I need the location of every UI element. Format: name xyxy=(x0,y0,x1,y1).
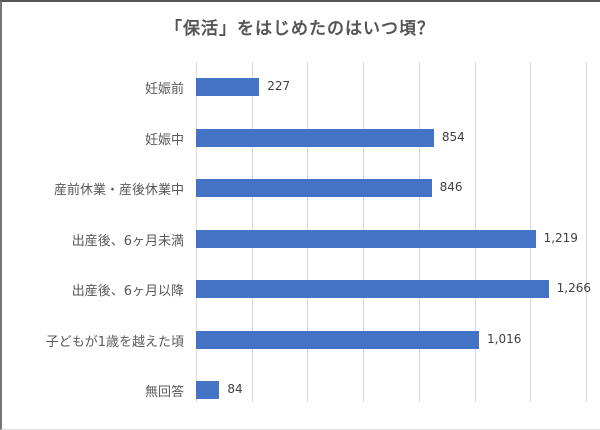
category-label: 妊娠中 xyxy=(144,132,184,148)
value-label: 1,266 xyxy=(556,281,592,295)
bar xyxy=(196,229,536,248)
category-label: 無回答 xyxy=(144,385,184,400)
bar xyxy=(196,78,260,96)
bar xyxy=(196,280,549,298)
chart-title: 「保活」をはじめたのはいつ頃？ xyxy=(165,19,435,39)
category-label: 出産後、6ヶ月以降 xyxy=(71,284,184,299)
bar xyxy=(196,128,434,147)
bar xyxy=(196,179,432,197)
category-label: 出産後、6ヶ月未満 xyxy=(71,233,184,249)
value-label: 1,016 xyxy=(487,331,522,346)
value-label: 846 xyxy=(439,180,463,194)
category-label: 産前休業・産後休業中 xyxy=(53,183,184,198)
category-label: 妊娠前 xyxy=(144,82,184,97)
value-label: 84 xyxy=(227,382,243,396)
bar xyxy=(196,381,220,399)
value-label: 1,219 xyxy=(543,230,578,245)
value-label: 227 xyxy=(267,79,291,93)
gridline xyxy=(586,62,587,402)
category-label: 子どもが1歳を越えた頃 xyxy=(45,334,184,350)
bar xyxy=(196,330,480,349)
value-label: 854 xyxy=(441,129,465,144)
